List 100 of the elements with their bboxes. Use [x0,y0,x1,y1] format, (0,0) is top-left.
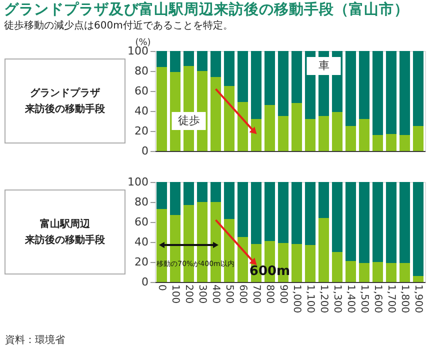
bar [183,182,194,205]
bar [291,51,302,103]
x-tick-label: 100 [169,284,180,304]
text: グランドプラザ [30,87,101,99]
bar [318,116,330,151]
bar [412,126,424,151]
bar [399,135,410,151]
text: 来訪後の移動手段 [24,103,106,115]
bar [210,51,222,77]
bar [291,182,302,244]
bar [250,182,262,244]
x-tick-label: 600 [236,284,248,304]
bar [183,51,194,66]
y-tick-label: 20 [134,256,148,268]
bar [237,237,248,282]
bar [372,262,384,282]
bar [372,182,384,262]
text: 富山駅周辺 [40,218,91,230]
x-tick-label: 1,400 [344,284,356,314]
bar [358,119,370,151]
bar [156,51,168,67]
x-tick-label: 1,300 [331,284,342,314]
bar [278,51,289,116]
x-tick-label: 1,700 [385,284,396,314]
bar [412,182,424,276]
y-tick-label: 40 [134,236,148,248]
bar [332,182,343,252]
bar [345,261,356,282]
y-tick-label: 60 [134,216,148,228]
bar [399,263,410,282]
x-tick-label: 900 [277,284,288,304]
bar [399,182,410,263]
bar [264,105,276,151]
x-tick-label: 1,000 [290,284,302,314]
bar [210,77,222,151]
bar [358,263,370,282]
bar [412,51,424,126]
x-tick-label: 800 [264,284,275,304]
y-tick-label: 100 [128,176,148,188]
bar [386,134,397,151]
bar [237,102,248,151]
bar [196,51,208,71]
x-tick-label: 1,800 [398,284,410,314]
bar [372,51,384,135]
bar [170,182,181,215]
y-axis-title: (%) [135,38,151,48]
bar [412,276,424,282]
bar [386,263,397,282]
bar [224,182,235,219]
series-label: 車 [318,59,330,72]
x-tick-label: 400 [210,284,221,304]
y-tick-label: 0 [142,276,148,288]
bar [170,51,181,72]
bar [291,103,302,151]
bar [237,51,248,102]
y-tick-label: 80 [134,64,148,78]
x-tick-label: 500 [223,284,234,304]
bar [386,182,397,263]
x-tick-label: 0 [156,284,167,291]
bar [304,245,316,282]
x-tick-label: 1,900 [412,284,424,314]
x-tick-label: 700 [250,284,262,304]
y-tick-label: 0 [142,144,148,158]
bar [358,51,370,119]
y-tick-label: 60 [134,84,148,98]
bar [318,182,330,218]
bar [224,86,235,151]
bar [196,182,208,202]
bar [304,119,316,151]
bar [399,51,410,135]
bar [358,182,370,263]
chart-title: グランドプラザ及び富山駅周辺来訪後の移動手段（富山市） [4,0,409,18]
x-tick-label: 1,100 [304,284,316,314]
y-tick-label: 20 [134,124,148,138]
bar [304,182,316,245]
bar [264,51,276,105]
x-tick-label: 200 [182,284,194,304]
bar [332,112,343,151]
text: 来訪後の移動手段 [24,234,106,246]
bar [386,51,397,134]
bar [318,218,330,282]
bar [264,182,276,241]
bar [278,182,289,243]
bar [291,244,302,282]
bar [250,51,262,119]
bar [224,51,235,86]
x-tick-label: 1,200 [318,284,329,314]
bar [278,116,289,151]
y-tick-label: 40 [134,104,148,118]
x-tick-label: 1,600 [372,284,383,314]
bar [210,182,222,202]
bar [345,51,356,126]
text: 資料：環境省 [5,334,65,346]
bar [345,182,356,261]
x-tick-label: 300 [196,284,208,304]
chart-subtitle: 徒歩移動の減少点は600m付近であることを特定。 [4,20,233,32]
bar [372,135,384,151]
x-tick-label: 1,500 [358,284,370,314]
bar [156,182,168,209]
bar [250,119,262,151]
